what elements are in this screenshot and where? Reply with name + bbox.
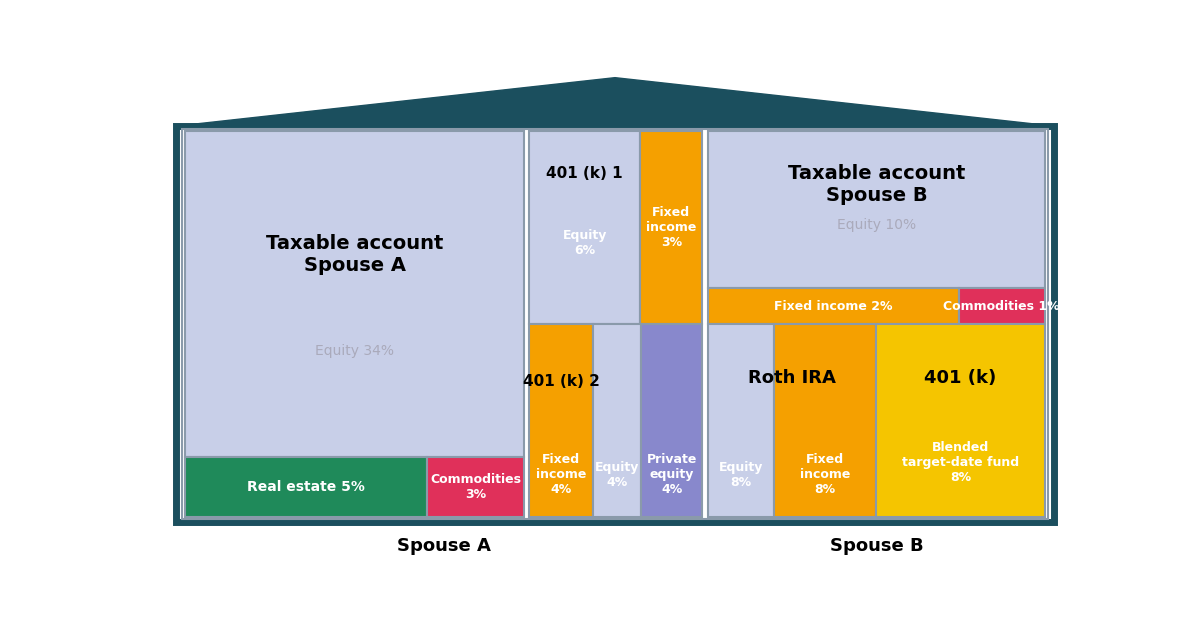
Text: 401 (k): 401 (k) — [924, 369, 997, 387]
FancyBboxPatch shape — [774, 324, 876, 517]
Text: Taxable account
Spouse A: Taxable account Spouse A — [266, 234, 443, 275]
FancyBboxPatch shape — [641, 324, 702, 517]
FancyBboxPatch shape — [876, 324, 1045, 517]
Polygon shape — [178, 78, 1052, 126]
FancyBboxPatch shape — [529, 324, 594, 517]
Text: Spouse B: Spouse B — [829, 537, 923, 555]
Text: Spouse A: Spouse A — [397, 537, 491, 555]
Text: Equity
8%: Equity 8% — [719, 460, 763, 488]
FancyBboxPatch shape — [427, 457, 524, 517]
FancyBboxPatch shape — [708, 288, 959, 324]
Text: Taxable account
Spouse B: Taxable account Spouse B — [787, 164, 965, 205]
Text: Private
equity
4%: Private equity 4% — [647, 453, 697, 496]
Text: 401 (k) 1: 401 (k) 1 — [546, 166, 623, 181]
FancyBboxPatch shape — [640, 131, 702, 324]
Text: Fixed
income
3%: Fixed income 3% — [646, 206, 696, 249]
FancyBboxPatch shape — [529, 131, 640, 324]
Text: Commodities 1%: Commodities 1% — [943, 300, 1060, 312]
Text: Equity
4%: Equity 4% — [595, 460, 640, 488]
Text: Equity 10%: Equity 10% — [836, 218, 916, 233]
Text: Roth IRA: Roth IRA — [749, 369, 836, 387]
FancyBboxPatch shape — [708, 131, 1045, 288]
Text: Fixed income 2%: Fixed income 2% — [774, 300, 893, 312]
FancyBboxPatch shape — [959, 288, 1045, 324]
FancyBboxPatch shape — [185, 457, 427, 517]
Text: Fixed
income
4%: Fixed income 4% — [536, 453, 587, 496]
Text: Commodities
3%: Commodities 3% — [430, 473, 521, 501]
FancyBboxPatch shape — [594, 324, 641, 517]
Text: Equity 34%: Equity 34% — [316, 344, 394, 358]
Text: Real estate 5%: Real estate 5% — [247, 480, 365, 494]
FancyBboxPatch shape — [708, 324, 774, 517]
Text: Blended
target-date fund
8%: Blended target-date fund 8% — [902, 441, 1019, 485]
FancyBboxPatch shape — [185, 131, 524, 457]
Text: 401 (k) 2: 401 (k) 2 — [523, 374, 600, 389]
Text: Equity
6%: Equity 6% — [563, 229, 607, 257]
Text: Fixed
income
8%: Fixed income 8% — [800, 453, 850, 496]
